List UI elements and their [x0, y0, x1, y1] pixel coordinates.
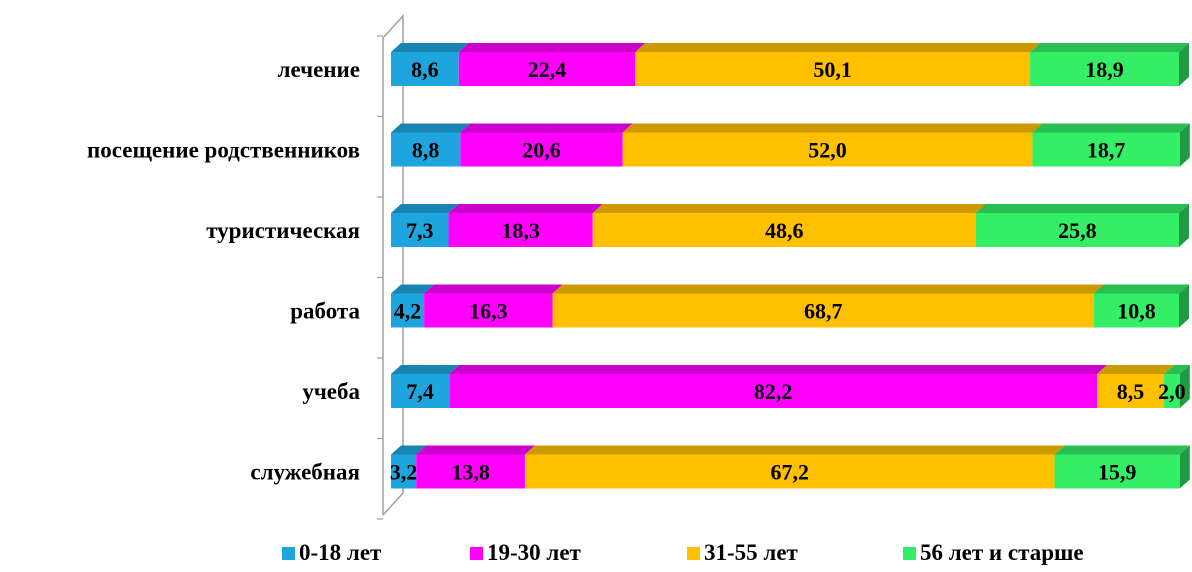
bar-top-face	[1030, 43, 1189, 52]
bar-segment	[635, 52, 1031, 86]
data-label: 10,8	[1117, 299, 1156, 324]
category-label: учеба	[302, 379, 360, 404]
category-label: посещение родственников	[87, 138, 360, 163]
data-label: 2,0	[1158, 379, 1186, 404]
bar-segment	[1054, 454, 1180, 489]
data-label: 18,9	[1085, 57, 1124, 82]
data-label: 15,9	[1098, 460, 1137, 485]
bar-segment	[391, 454, 417, 489]
bar-side-face	[1179, 43, 1189, 86]
bar-side-face	[1179, 284, 1189, 328]
bar-side-face	[1179, 365, 1190, 408]
bar-top-face	[391, 43, 469, 52]
data-label: 48,6	[765, 218, 804, 243]
bar-side-face	[1179, 123, 1190, 167]
bar-segment	[458, 52, 636, 86]
data-label: 13,8	[451, 460, 490, 485]
bar-top-face	[592, 204, 986, 213]
bar-top-face	[424, 284, 563, 294]
bar-top-face	[391, 284, 435, 294]
bar-segment	[975, 213, 1179, 247]
data-label: 25,8	[1058, 218, 1097, 243]
bar-segment	[460, 132, 623, 167]
bar-segment	[1097, 374, 1165, 408]
data-label: 8,5	[1117, 379, 1145, 404]
bar-segment	[1032, 132, 1180, 167]
bar-top-face	[391, 445, 427, 455]
data-label: 67,2	[770, 460, 809, 485]
bar-top-face	[449, 365, 1108, 374]
bar-top-face	[458, 43, 646, 52]
data-label: 8,6	[411, 57, 439, 82]
data-label: 7,4	[406, 379, 434, 404]
legend-label-31-55: 31-55 лет	[704, 540, 798, 565]
data-label: 18,7	[1087, 138, 1126, 163]
data-label: 18,3	[501, 218, 540, 243]
category-label: работа	[290, 299, 360, 324]
legend-swatch-0-18	[282, 546, 295, 560]
category-label: лечение	[278, 57, 360, 82]
axis-wall	[382, 14, 404, 516]
bar-top-face	[552, 284, 1104, 294]
bar-segment	[449, 374, 1098, 408]
data-label: 3,2	[390, 460, 418, 485]
bar-top-face	[391, 365, 460, 374]
data-label: 82,2	[754, 379, 793, 404]
bar-top-face	[975, 204, 1189, 213]
bar-segment	[524, 454, 1055, 489]
bar-top-face	[1097, 365, 1175, 374]
legend-swatch-56-plus	[903, 546, 916, 560]
legend-item-56-plus: 56 лет и старше	[903, 540, 1084, 566]
bar-side-face	[1179, 204, 1189, 247]
data-label: 68,7	[804, 299, 843, 324]
bar-segment	[1164, 374, 1180, 408]
bar-top-face	[416, 445, 535, 455]
legend-label-56-plus: 56 лет и старше	[920, 540, 1084, 565]
bar-segment	[391, 132, 461, 167]
data-label: 7,3	[406, 218, 434, 243]
bar-segment	[1093, 293, 1179, 328]
data-label: 50,1	[813, 57, 852, 82]
bar-top-face	[391, 123, 471, 133]
bar-top-face	[391, 204, 459, 213]
bar-side-face	[1179, 445, 1190, 489]
legend: 0-18 лет 19-30 лет 31-55 лет 56 лет и ст…	[0, 540, 1192, 570]
bar-top-face	[524, 445, 1065, 455]
bar-top-face	[460, 123, 633, 133]
bar-segment	[552, 293, 1094, 328]
bar-top-face	[1032, 123, 1190, 133]
bar-segment	[592, 213, 976, 247]
bar-top-face	[635, 43, 1041, 52]
bar-segment	[391, 293, 425, 328]
data-label: 20,6	[522, 138, 561, 163]
bar-top-face	[1093, 284, 1189, 294]
bar-segment	[391, 374, 450, 408]
legend-label-0-18: 0-18 лет	[299, 540, 382, 565]
bar-segment	[622, 132, 1033, 167]
legend-item-0-18: 0-18 лет	[282, 540, 381, 566]
bar-top-face	[622, 123, 1043, 133]
legend-item-19-30: 19-30 лет	[470, 540, 581, 566]
bar-segment	[391, 213, 449, 247]
legend-swatch-19-30	[470, 546, 483, 560]
data-label: 22,4	[528, 57, 567, 82]
bar-top-face	[448, 204, 603, 213]
data-label: 16,3	[469, 299, 508, 324]
data-label: 4,2	[394, 299, 422, 324]
bar-top-face	[1054, 445, 1190, 455]
bar-segment	[416, 454, 525, 489]
legend-swatch-31-55	[687, 546, 700, 560]
bar-top-face	[1164, 365, 1190, 374]
category-label: туристическая	[206, 218, 360, 243]
legend-item-31-55: 31-55 лет	[687, 540, 798, 566]
stacked-bar-chart: лечение 8,6 22,4 50,1 18,9 посещение родствен…	[87, 14, 1190, 520]
legend-label-19-30: 19-30 лет	[487, 540, 581, 565]
bar-segment	[1030, 52, 1179, 86]
data-label: 52,0	[808, 138, 847, 163]
category-label: служебная	[250, 460, 360, 485]
data-label: 8,8	[412, 138, 440, 163]
bar-segment	[424, 293, 553, 328]
bar-segment	[448, 213, 593, 247]
bar-segment	[391, 52, 459, 86]
